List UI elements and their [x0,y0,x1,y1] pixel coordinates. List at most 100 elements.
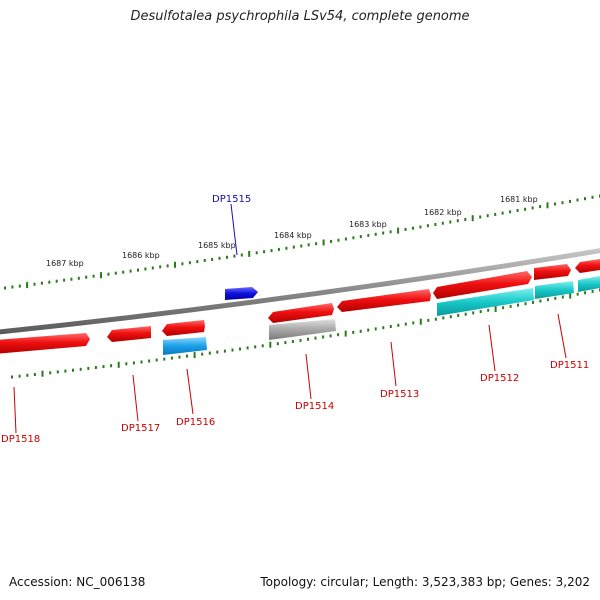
major-tick [193,352,196,359]
major-tick [269,341,272,348]
minor-tick [576,198,579,202]
minor-tick [569,199,571,203]
major-tick [41,370,44,377]
gene-label-dp1513: DP1513 [380,389,419,400]
minor-tick [94,366,97,369]
minor-tick [188,261,191,265]
minor-tick [255,251,258,255]
major-tick [471,215,474,222]
gene-label-dp1517: DP1517 [121,423,160,434]
minor-tick [561,201,564,205]
major-tick [100,272,102,279]
minor-tick [367,328,370,332]
minor-tick [166,264,169,268]
minor-tick [412,321,415,325]
minor-tick [434,317,437,321]
gene-feature-dp1514[interactable] [268,303,334,323]
minor-tick [4,286,6,290]
gene-label-dp1518: DP1518 [1,434,40,445]
major-tick [322,239,325,246]
minor-tick [203,259,206,262]
kbp-label: 1682 kbp [424,208,462,217]
minor-tick [18,374,21,378]
minor-tick [122,270,125,274]
gene-feature-dp1517[interactable] [107,326,151,342]
minor-tick [337,333,340,337]
minor-tick [226,255,228,259]
major-tick [26,282,29,289]
minor-tick [546,298,549,302]
minor-tick [26,373,29,377]
genome-summary: Topology: circular; Length: 3,523,383 bp… [260,575,590,589]
minor-tick [277,247,280,251]
minor-tick [231,348,234,352]
gene-label-dp1516: DP1516 [176,417,215,428]
minor-tick [33,373,36,376]
minor-tick [584,197,586,201]
minor-tick [554,296,557,300]
minor-tick [449,315,452,319]
minor-tick [178,355,181,359]
minor-tick [270,249,273,253]
gene-feature-dp1516[interactable] [162,320,205,336]
minor-tick [263,250,266,254]
major-tick [344,330,347,337]
minor-tick [159,265,162,269]
minor-tick [49,371,52,375]
kbp-label: 1683 kbp [349,220,387,229]
minor-tick [404,227,407,231]
minor-tick [137,268,139,272]
minor-tick [456,219,459,223]
minor-tick [33,282,36,286]
minor-tick [591,289,594,293]
minor-tick [472,311,475,315]
minor-tick [48,280,51,284]
minor-tick [516,209,519,212]
minor-tick [442,316,445,320]
minor-tick [151,266,154,270]
minor-tick [337,238,340,242]
minor-tick [140,360,143,364]
minor-tick [261,344,264,348]
minor-tick [494,212,497,216]
minor-tick [584,291,587,295]
major-tick [419,318,422,325]
minor-tick [239,347,241,351]
minor-tick [285,246,288,250]
genome-backbone [0,248,600,335]
minor-tick [509,304,512,308]
minor-tick [56,370,59,374]
minor-tick [216,350,219,354]
major-tick [494,306,497,312]
gene-feature-dp1512[interactable] [433,271,532,299]
outer-scale-ticks [4,194,600,290]
minor-tick [254,345,257,349]
minor-tick [240,253,243,257]
gene-feature-dp1513[interactable] [337,289,431,312]
minor-tick [509,210,512,214]
minor-tick [524,302,527,306]
minor-tick [144,267,147,271]
kbp-label: 1687 kbp [46,259,84,268]
gene-subfeature [437,288,534,316]
gene-feature[interactable] [534,264,571,280]
minor-tick [291,340,294,343]
major-tick [546,202,549,209]
minor-tick [208,351,211,355]
minor-tick [79,367,82,371]
minor-tick [397,323,400,327]
minor-tick [55,279,58,283]
minor-tick [532,300,534,304]
inner-scale-ticks [11,288,600,379]
gene-feature-dp1511[interactable] [575,259,600,273]
minor-tick [307,243,310,247]
minor-tick [114,271,117,275]
gene-feature-dp1518[interactable] [0,333,90,354]
minor-tick [186,354,188,358]
minor-tick [382,326,385,330]
minor-tick [11,375,13,379]
gene-feature-dp1515[interactable] [225,287,258,300]
minor-tick [72,368,74,372]
minor-tick [502,306,505,310]
minor-tick [170,356,173,360]
